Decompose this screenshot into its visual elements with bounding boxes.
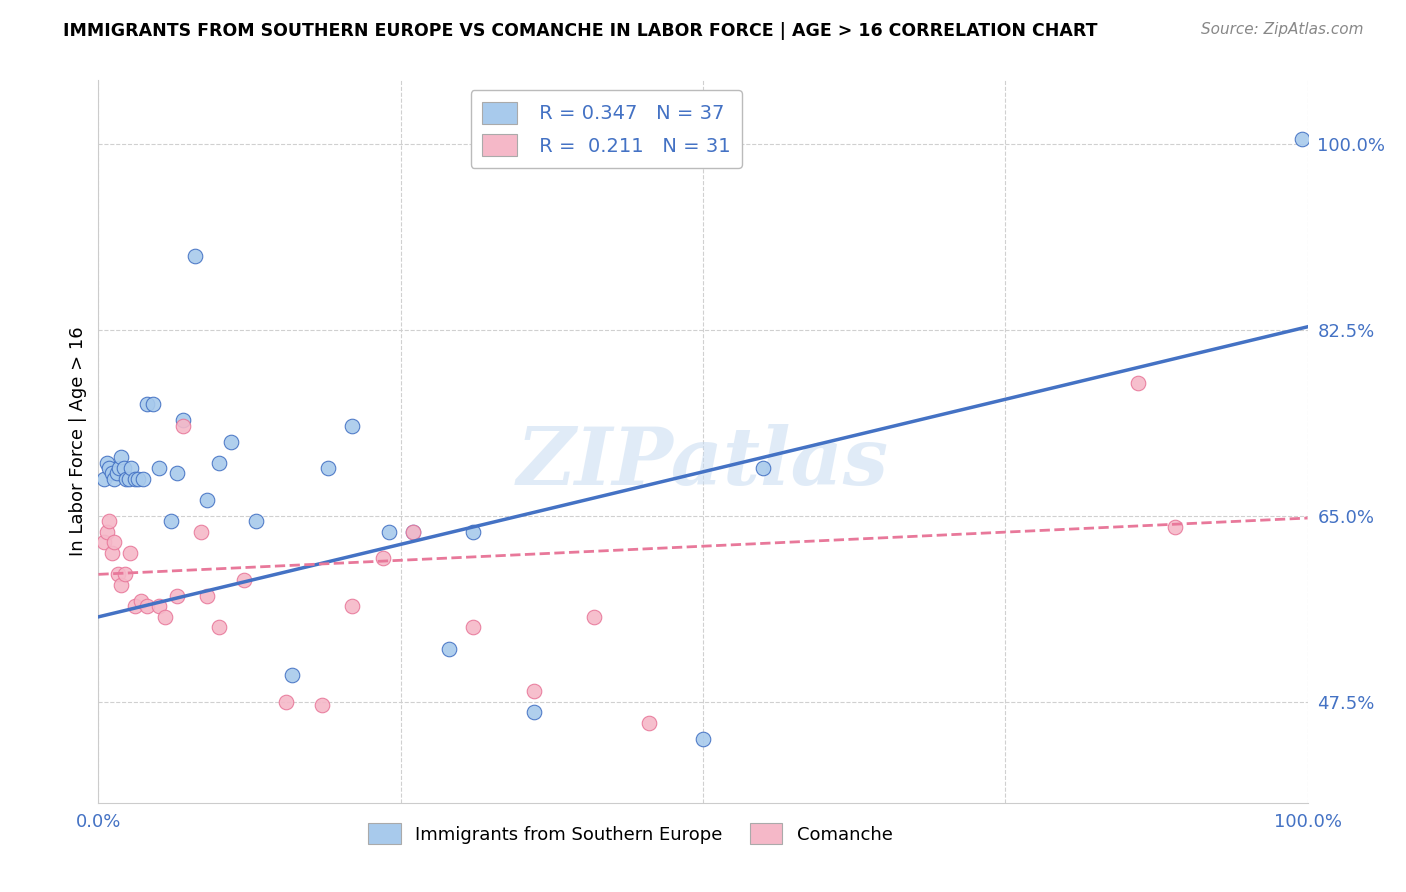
Point <box>120 461 142 475</box>
Point <box>148 461 170 475</box>
Point <box>148 599 170 614</box>
Point <box>377 524 399 539</box>
Point <box>166 589 188 603</box>
Point <box>118 472 141 486</box>
Point <box>311 698 333 712</box>
Legend: Immigrants from Southern Europe, Comanche: Immigrants from Southern Europe, Comanch… <box>361 816 900 852</box>
Point <box>172 418 194 433</box>
Point <box>245 514 267 528</box>
Point <box>124 472 146 486</box>
Text: Source: ZipAtlas.com: Source: ZipAtlas.com <box>1201 22 1364 37</box>
Point <box>281 668 304 682</box>
Point <box>523 706 546 720</box>
Y-axis label: In Labor Force | Age > 16: In Labor Force | Age > 16 <box>69 326 87 557</box>
Point <box>108 461 131 475</box>
Point <box>132 472 155 486</box>
Point <box>232 573 254 587</box>
Point <box>342 418 364 433</box>
Point <box>637 716 659 731</box>
Point <box>1163 519 1185 533</box>
Point <box>523 684 546 698</box>
Point <box>93 535 115 549</box>
Point <box>105 467 128 481</box>
Point <box>463 524 485 539</box>
Point <box>371 551 394 566</box>
Point <box>96 524 118 539</box>
Point <box>142 397 165 411</box>
Point <box>115 472 138 486</box>
Point <box>135 397 157 411</box>
Point <box>110 450 132 465</box>
Point <box>112 461 135 475</box>
Point <box>274 695 297 709</box>
Point <box>107 567 129 582</box>
Point <box>166 467 188 481</box>
Point <box>184 249 207 263</box>
Point <box>583 610 606 624</box>
Point <box>221 434 243 449</box>
Point <box>153 610 176 624</box>
Point <box>127 472 149 486</box>
Point <box>93 472 115 486</box>
Point <box>316 461 339 475</box>
Point <box>208 620 231 634</box>
Point <box>103 472 125 486</box>
Point <box>190 524 212 539</box>
Point <box>100 546 122 560</box>
Point <box>110 578 132 592</box>
Point <box>1128 376 1150 390</box>
Point <box>172 413 194 427</box>
Point <box>208 456 231 470</box>
Point <box>402 524 425 539</box>
Point <box>195 493 218 508</box>
Point <box>692 732 714 747</box>
Point <box>103 535 125 549</box>
Point <box>100 467 122 481</box>
Point <box>342 599 364 614</box>
Point <box>752 461 775 475</box>
Point <box>463 620 485 634</box>
Point <box>96 456 118 470</box>
Point <box>195 589 218 603</box>
Point <box>1291 132 1313 146</box>
Point <box>402 524 425 539</box>
Point <box>98 514 121 528</box>
Point <box>114 567 136 582</box>
Text: ZIPatlas: ZIPatlas <box>517 425 889 502</box>
Point <box>160 514 183 528</box>
Text: IMMIGRANTS FROM SOUTHERN EUROPE VS COMANCHE IN LABOR FORCE | AGE > 16 CORRELATIO: IMMIGRANTS FROM SOUTHERN EUROPE VS COMAN… <box>63 22 1098 40</box>
Point <box>118 546 141 560</box>
Point <box>135 599 157 614</box>
Point <box>129 594 152 608</box>
Point <box>124 599 146 614</box>
Point <box>98 461 121 475</box>
Point <box>437 641 460 656</box>
